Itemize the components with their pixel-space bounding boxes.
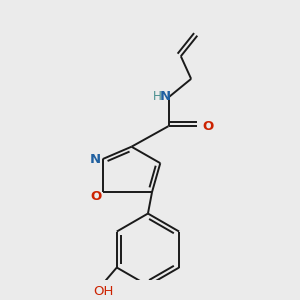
Text: N: N xyxy=(160,90,171,103)
Text: H: H xyxy=(153,90,162,103)
Text: N: N xyxy=(90,153,101,166)
Text: OH: OH xyxy=(93,285,114,298)
Text: O: O xyxy=(202,120,214,133)
Text: O: O xyxy=(90,190,101,202)
